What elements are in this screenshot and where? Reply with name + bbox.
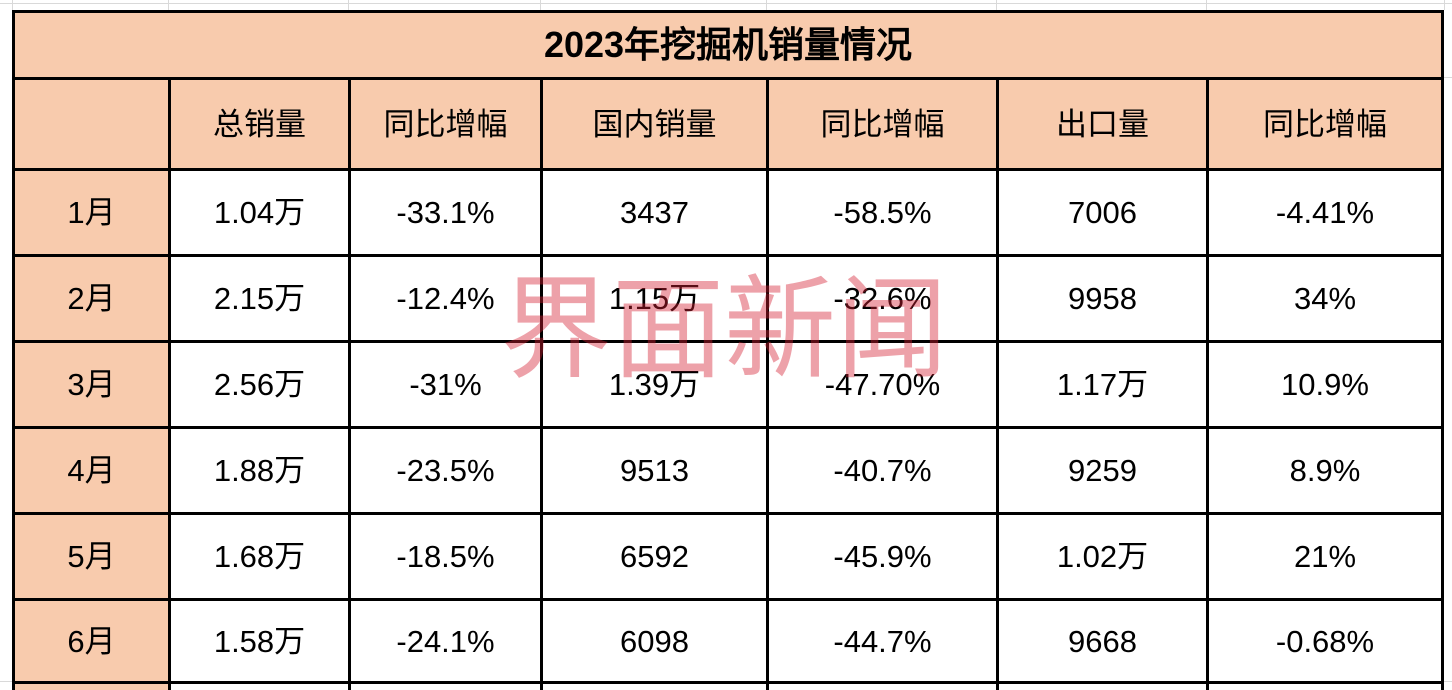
column-header-domestic-sales: 国内销量 xyxy=(543,80,766,168)
table-cell: 10.9% xyxy=(1209,343,1441,426)
table-cell: -32.6% xyxy=(769,257,996,340)
sheet-gridline-stub xyxy=(540,0,541,10)
table-cell: 2.56万 xyxy=(171,343,348,426)
table-cell: 9668 xyxy=(999,601,1206,681)
table-cell: 8.9% xyxy=(1209,429,1441,512)
column-header-yoy-domestic: 同比增幅 xyxy=(769,80,996,168)
sheet-gridline-stub xyxy=(1444,77,1452,78)
row-header-month-partial xyxy=(15,684,168,690)
table-cell: 34% xyxy=(1209,257,1441,340)
table-cell: 21% xyxy=(1209,515,1441,598)
table-cell: -18.5% xyxy=(351,515,540,598)
table-cell-partial xyxy=(1209,684,1441,690)
table-cell: 1.58万 xyxy=(171,601,348,681)
column-header-yoy-total: 同比增幅 xyxy=(351,80,540,168)
column-header-total-sales: 总销量 xyxy=(171,80,348,168)
table-cell: 6098 xyxy=(543,601,766,681)
table-cell-partial xyxy=(171,684,348,690)
sheet-gridline-stub xyxy=(1206,0,1207,10)
column-header-exports: 出口量 xyxy=(999,80,1206,168)
table-cell: 1.15万 xyxy=(543,257,766,340)
table-cell: 3437 xyxy=(543,171,766,254)
table-cell-partial xyxy=(543,684,766,690)
table-cell: 1.88万 xyxy=(171,429,348,512)
table-cell: 2.15万 xyxy=(171,257,348,340)
table-title: 2023年挖掘机销量情况 xyxy=(15,13,1441,77)
table-cell: 6592 xyxy=(543,515,766,598)
table-cell: -31% xyxy=(351,343,540,426)
sheet-gridline-top xyxy=(0,3,1452,4)
column-header-yoy-exports: 同比增幅 xyxy=(1209,80,1441,168)
row-header-month: 6月 xyxy=(15,601,168,681)
sheet-gridline-stub xyxy=(12,0,13,10)
table-cell: -12.4% xyxy=(351,257,540,340)
sales-table: 2023年挖掘机销量情况 总销量 同比增幅 国内销量 同比增幅 出口量 同比增幅… xyxy=(12,10,1444,690)
table-cell-partial xyxy=(999,684,1206,690)
table-cell: 9513 xyxy=(543,429,766,512)
table-cell: -0.68% xyxy=(1209,601,1441,681)
table-cell: -24.1% xyxy=(351,601,540,681)
corner-header-cell xyxy=(15,80,168,168)
table-cell: 7006 xyxy=(999,171,1206,254)
sheet-gridline-stub xyxy=(996,0,997,10)
sheet-gridline-stub xyxy=(766,0,767,10)
sheet-gridline-stub xyxy=(168,0,169,10)
table-cell: 1.39万 xyxy=(543,343,766,426)
table-cell: -44.7% xyxy=(769,601,996,681)
table-cell: -40.7% xyxy=(769,429,996,512)
table-cell: 1.68万 xyxy=(171,515,348,598)
table-cell: -45.9% xyxy=(769,515,996,598)
sheet-gridline-stub xyxy=(348,0,349,10)
table-cell-partial xyxy=(769,684,996,690)
row-header-month: 5月 xyxy=(15,515,168,598)
table-cell: -47.70% xyxy=(769,343,996,426)
table-cell: 1.17万 xyxy=(999,343,1206,426)
table-cell: -33.1% xyxy=(351,171,540,254)
table-cell: 9958 xyxy=(999,257,1206,340)
table-cell: 9259 xyxy=(999,429,1206,512)
table-cell: 1.02万 xyxy=(999,515,1206,598)
table-cell: -4.41% xyxy=(1209,171,1441,254)
table-cell: -58.5% xyxy=(769,171,996,254)
table-cell-partial xyxy=(351,684,540,690)
sheet-gridline-stub xyxy=(1444,681,1452,682)
sheet-gridline-stub xyxy=(0,681,12,682)
row-header-month: 3月 xyxy=(15,343,168,426)
row-header-month: 2月 xyxy=(15,257,168,340)
row-header-month: 1月 xyxy=(15,171,168,254)
table-cell: 1.04万 xyxy=(171,171,348,254)
row-header-month: 4月 xyxy=(15,429,168,512)
table-cell: -23.5% xyxy=(351,429,540,512)
sheet-gridline-stub xyxy=(1444,0,1445,10)
